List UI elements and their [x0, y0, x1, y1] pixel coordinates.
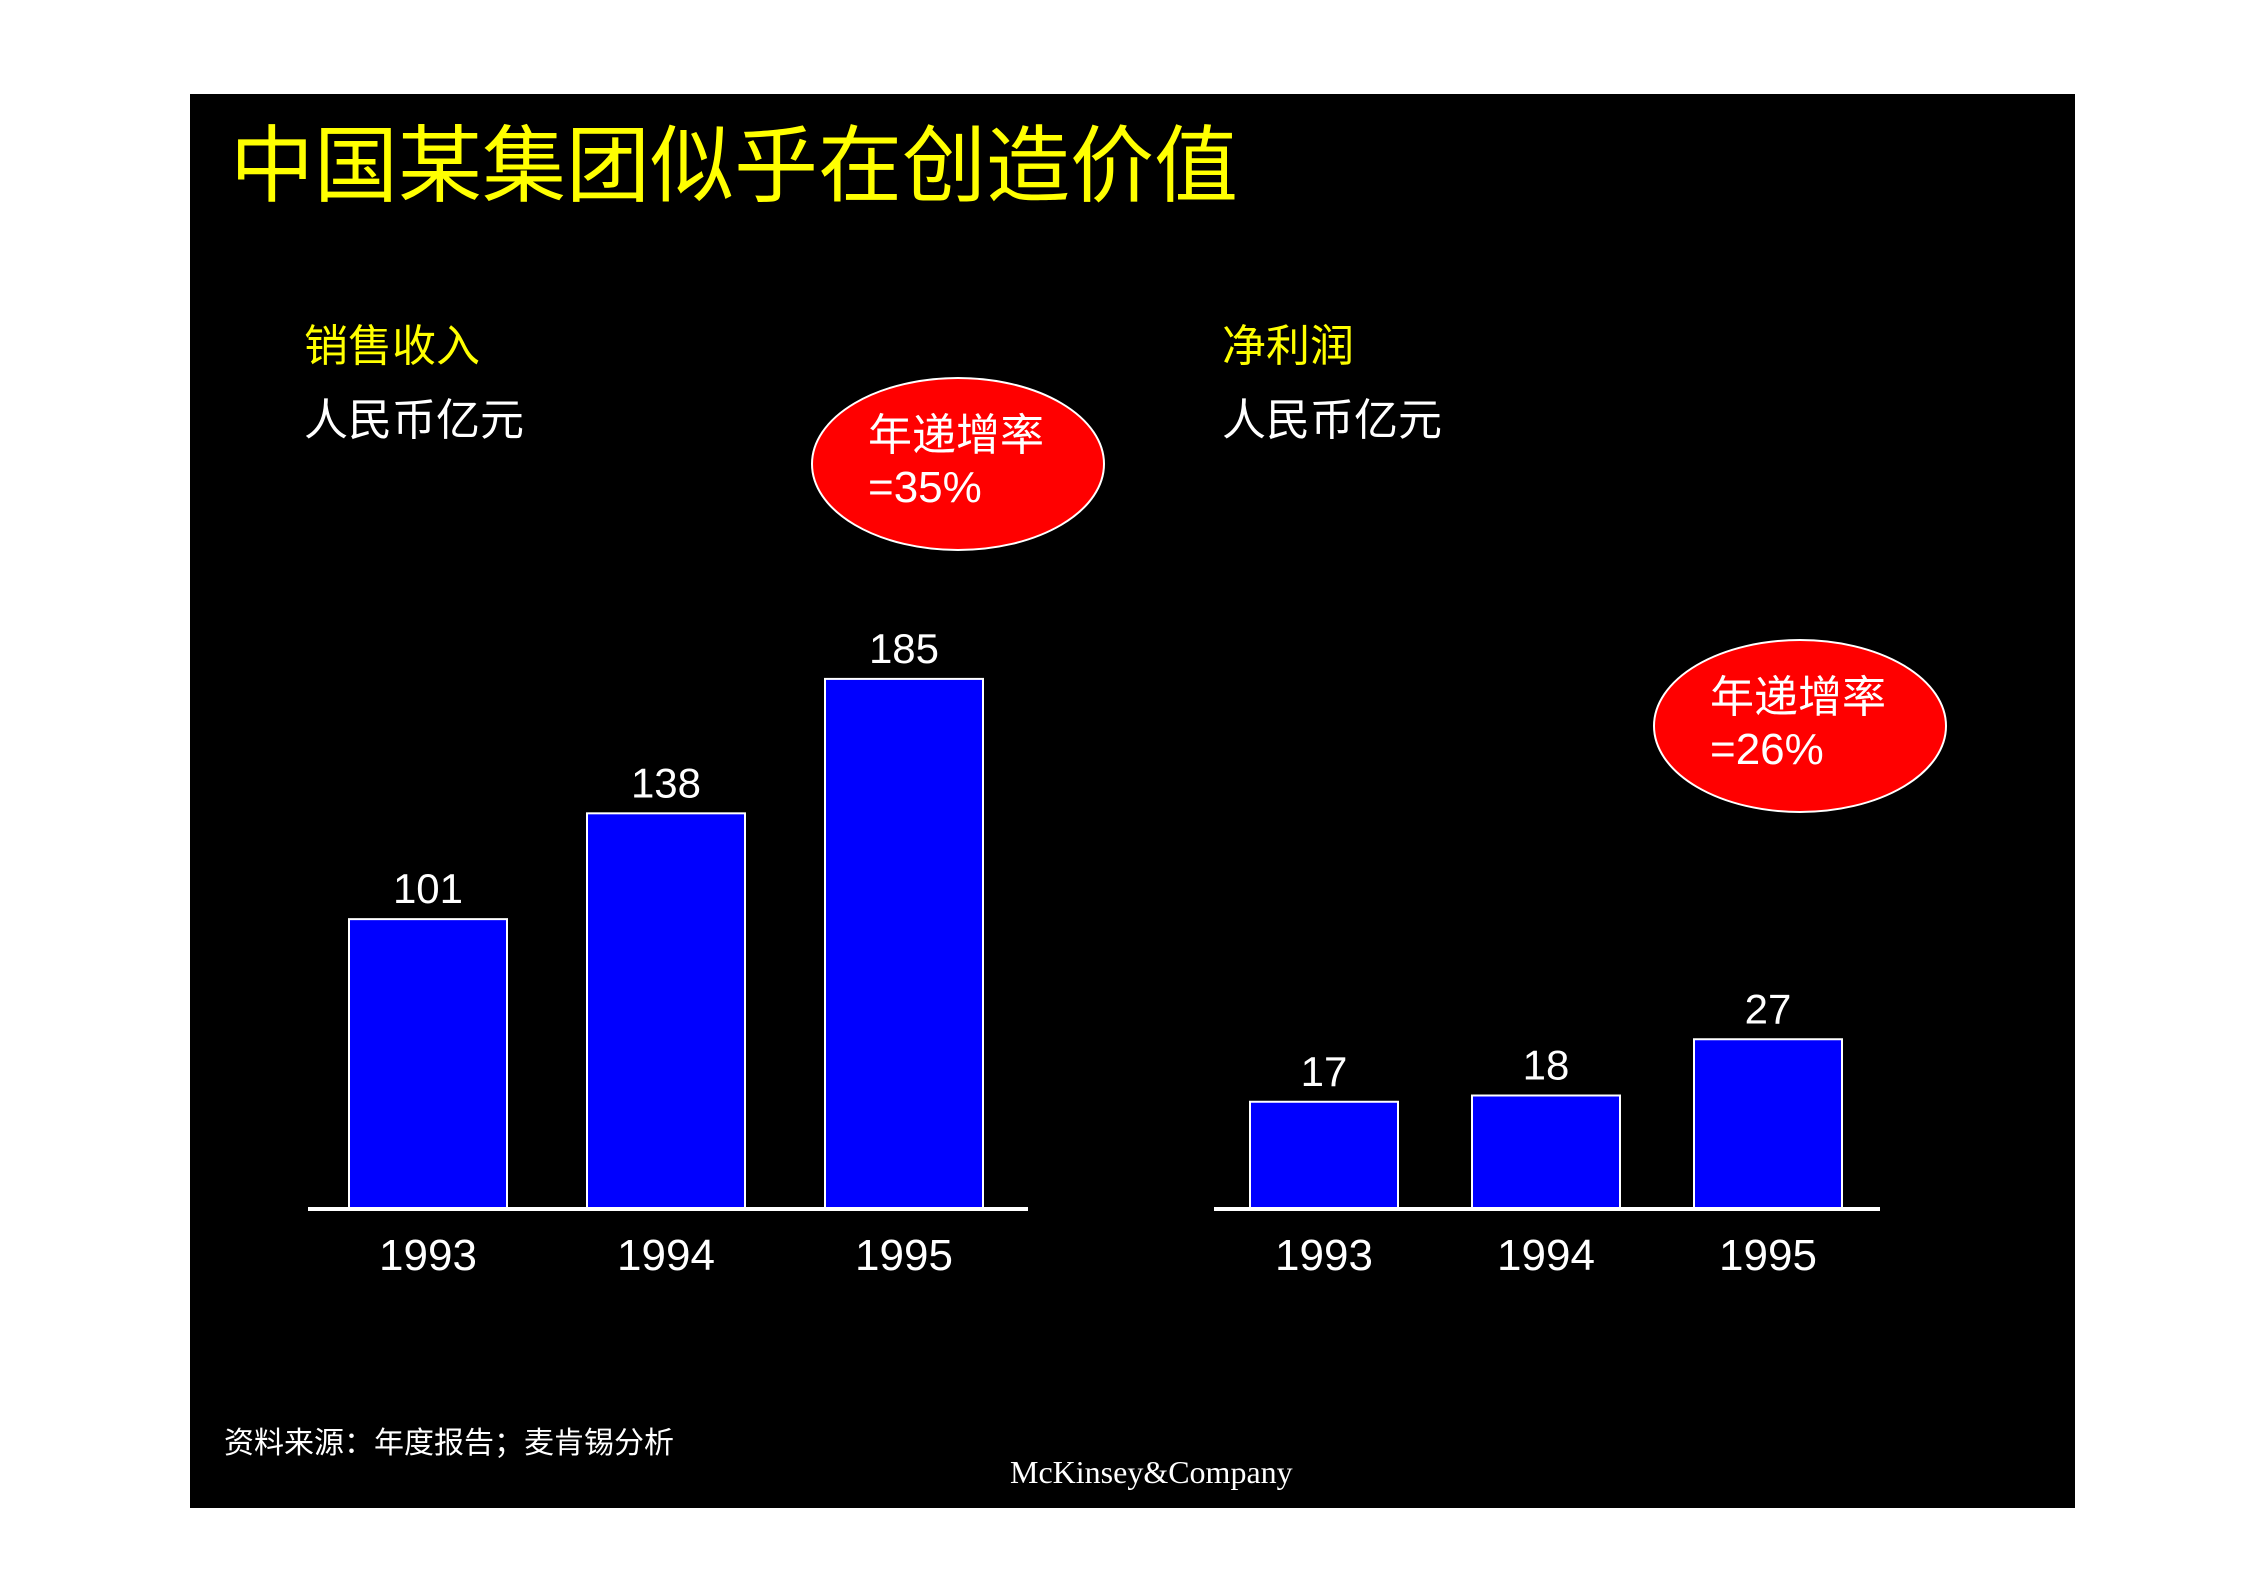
chart-2-unit: 人民币亿元: [1222, 395, 1442, 446]
chart-1-title: 销售收入: [304, 321, 480, 372]
chart-1-data-label-1995: 185: [869, 625, 939, 672]
chart-2-data-label-1994: 18: [1523, 1042, 1570, 1089]
chart-2-category-label-1995: 1995: [1719, 1231, 1817, 1280]
chart-1-bar-1994: [586, 812, 746, 1209]
slide-title: 中国某集团似乎在创造价值: [230, 117, 1239, 215]
chart-2-bar-1995: [1693, 1038, 1843, 1209]
chart-2-category-label-1993: 1993: [1275, 1231, 1373, 1280]
chart-2-title: 净利润: [1222, 321, 1354, 372]
chart-1-unit: 人民币亿元: [304, 395, 524, 446]
source-note: 资料来源：年度报告；麦肯锡分析: [224, 1426, 674, 1461]
chart-1-callout-line2: =35%: [868, 463, 982, 512]
chart-1-category-label-1993: 1993: [379, 1231, 477, 1280]
chart-1-category-label-1994: 1994: [617, 1231, 715, 1280]
chart-1-callout-line1: 年递增率: [868, 410, 1044, 461]
chart-2-callout-ellipse: [1653, 639, 1947, 813]
slide: 中国某集团似乎在创造价值 销售收入 人民币亿元 净利润 人民币亿元 年递增率 =…: [190, 94, 2075, 1508]
chart-2-data-label-1993: 17: [1301, 1048, 1348, 1095]
chart-1-bar-1995: [824, 677, 984, 1209]
chart-1-bar-1993: [348, 918, 508, 1209]
chart-2-callout-line2: =26%: [1710, 725, 1824, 774]
chart-2-category-label-1994: 1994: [1497, 1231, 1595, 1280]
chart-2-data-label-1995: 27: [1745, 985, 1792, 1032]
chart-1-callout-ellipse: [811, 377, 1105, 551]
chart-2-callout: 年递增率 =26%: [1652, 638, 1948, 814]
chart-1-callout: 年递增率 =35%: [810, 376, 1106, 552]
brand-logo-text: McKinsey&Company: [1010, 1454, 1293, 1490]
chart-2-bar-1993: [1249, 1100, 1399, 1209]
chart-2-bar-1994: [1471, 1094, 1621, 1209]
chart-1-category-label-1995: 1995: [855, 1231, 953, 1280]
chart-1-data-label-1994: 138: [631, 759, 701, 806]
chart-1-data-label-1993: 101: [393, 865, 463, 912]
chart-2-callout-line1: 年递增率: [1710, 672, 1886, 723]
